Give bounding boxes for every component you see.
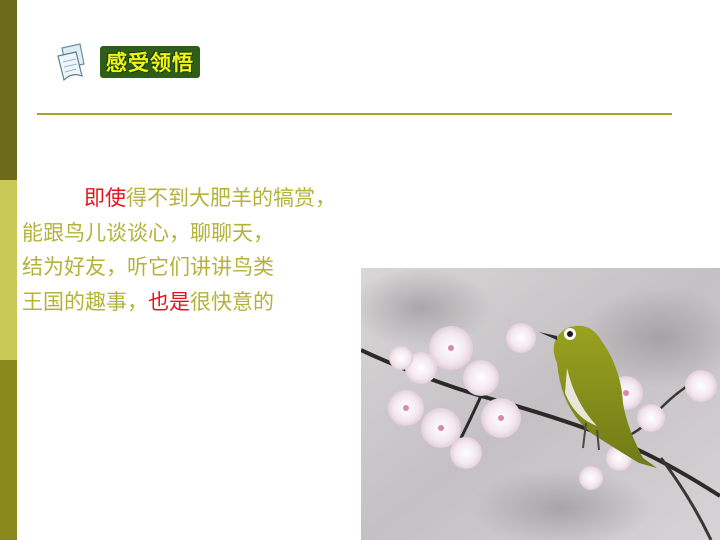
poem-text: 即使得不到大肥羊的犒赏， 能跟鸟儿谈谈心，聊聊天， 结为好友，听它们讲讲鸟类 王… <box>22 181 336 319</box>
highlight-yeshi: 也是 <box>148 289 190 314</box>
highlight-jishi: 即使 <box>84 186 126 210</box>
left-strip-top <box>0 0 17 180</box>
poem-line-1-rest: 得不到大肥羊的犒赏， <box>126 186 336 210</box>
poem-line-3: 结为好友，听它们讲讲鸟类 <box>22 255 274 279</box>
left-strip-middle <box>0 180 17 360</box>
poem-line-1: 即使得不到大肥羊的犒赏， <box>22 181 336 216</box>
poem-line-4-before: 王国的趣事， <box>22 289 148 314</box>
poem-line-4: 王国的趣事，也是很快意的 <box>22 285 336 320</box>
bird-blossom-photo <box>361 268 720 540</box>
header-divider <box>37 113 672 115</box>
left-strip-bottom <box>0 360 17 540</box>
document-pages-icon <box>54 42 90 82</box>
poem-line-4-after: 很快意的 <box>190 289 274 314</box>
poem-line-2: 能跟鸟儿谈谈心，聊聊天， <box>22 220 274 245</box>
section-title: 感受领悟 <box>100 46 200 78</box>
